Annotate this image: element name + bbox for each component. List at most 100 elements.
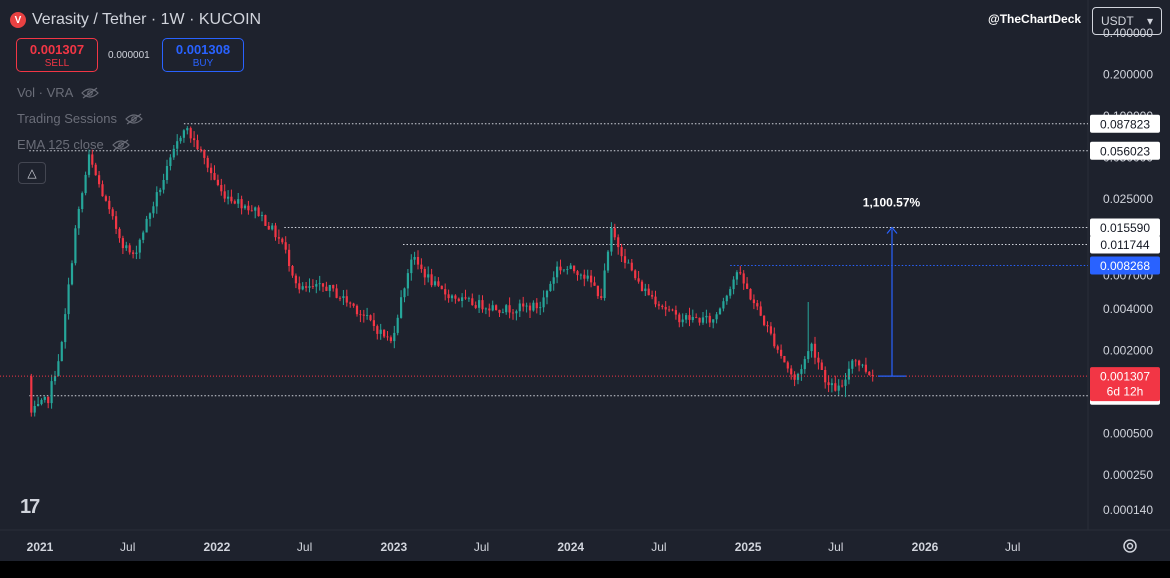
candle [193, 131, 196, 148]
buy-button[interactable]: 0.001308 BUY [162, 38, 244, 72]
candle [535, 298, 538, 314]
candle [132, 250, 135, 259]
candle-body [681, 319, 684, 323]
candle-body [125, 245, 128, 249]
indicator-ema[interactable]: EMA 125 close [17, 137, 130, 152]
candle-body [87, 154, 91, 175]
candle-body [495, 305, 498, 310]
candle [756, 300, 759, 311]
candle-body [766, 325, 769, 327]
candle [505, 304, 508, 315]
candle [159, 187, 162, 196]
candle-body [844, 379, 847, 386]
candle-body [729, 289, 732, 296]
indicator-trading-sessions[interactable]: Trading Sessions [17, 111, 143, 126]
candle-body [165, 166, 169, 180]
candle [410, 254, 413, 281]
candle [596, 285, 599, 299]
chevron-down-icon: ▾ [1146, 14, 1153, 28]
candle-body [759, 306, 762, 316]
candle-body [281, 238, 284, 243]
candle [396, 314, 399, 336]
symbol-title[interactable]: V Verasity / Tether · 1W · KUCOIN [10, 11, 261, 29]
sell-label: SELL [44, 58, 70, 69]
candle-body [556, 266, 559, 278]
candle-body [311, 286, 314, 287]
candle-body [77, 209, 80, 229]
candle-body [182, 130, 185, 138]
candle-body [691, 317, 694, 320]
sell-button[interactable]: 0.001307 SELL [16, 38, 98, 72]
candle-body [603, 270, 606, 298]
candle [430, 268, 433, 288]
candle-body [830, 383, 833, 386]
candle [688, 307, 691, 327]
candle [834, 375, 837, 392]
gear-icon[interactable] [1121, 537, 1139, 555]
candle-body [566, 269, 569, 270]
candle-body [233, 201, 236, 204]
current-price-tag [1090, 367, 1160, 402]
candle [318, 275, 321, 291]
eye-slash-icon[interactable] [125, 113, 143, 125]
candle [644, 283, 647, 296]
candle [708, 312, 711, 328]
candle-body [271, 225, 274, 230]
candle [359, 310, 362, 323]
candle [50, 374, 53, 409]
indicator-volume[interactable]: Vol · VRA [17, 85, 100, 100]
candle-body [742, 273, 745, 284]
candle [807, 302, 810, 363]
candle-body [586, 275, 589, 279]
candle [732, 276, 735, 295]
candle [752, 294, 755, 310]
candle [590, 270, 593, 288]
candle [695, 313, 698, 319]
eye-slash-icon[interactable] [81, 87, 100, 99]
candle-body [583, 274, 586, 279]
candle-body [406, 273, 409, 289]
candle-body [528, 305, 532, 311]
candle [796, 372, 800, 385]
candle [813, 336, 817, 365]
eye-slash-icon[interactable] [111, 139, 130, 151]
currency-select[interactable]: USDT ▾ [1092, 7, 1162, 35]
candle-body [837, 385, 840, 391]
candle-body [664, 307, 667, 310]
candle [301, 282, 304, 291]
candle-body [277, 237, 280, 239]
candle-body [179, 137, 182, 142]
candle-body [413, 257, 416, 260]
candle-body [57, 361, 60, 376]
candle-body [128, 245, 131, 253]
candle-body [851, 360, 854, 369]
candle [484, 307, 487, 315]
candle-body [854, 360, 857, 362]
candle-body [498, 309, 501, 313]
candle [366, 307, 369, 320]
candle [389, 335, 392, 344]
candle [311, 279, 314, 289]
candle-body [600, 296, 603, 298]
candle [281, 237, 284, 245]
y-tick-label: 0.004000 [1103, 302, 1153, 316]
candle [108, 196, 111, 214]
candle-body [403, 288, 406, 298]
candle [725, 294, 728, 305]
watermark: @TheChartDeck [988, 12, 1082, 26]
sell-price: 0.001307 [29, 42, 85, 57]
candle [416, 250, 420, 270]
candle [841, 379, 844, 388]
candle-body [342, 296, 345, 298]
candle [70, 260, 74, 286]
candle-body [559, 266, 562, 271]
candle-body [84, 174, 87, 194]
x-tick-label: 2022 [204, 540, 231, 554]
collapse-indicators-button[interactable]: △ [18, 162, 46, 184]
candle-body [668, 309, 671, 311]
candle-body [623, 256, 627, 263]
candle [315, 280, 318, 294]
candle [369, 314, 372, 322]
candle [515, 309, 518, 321]
